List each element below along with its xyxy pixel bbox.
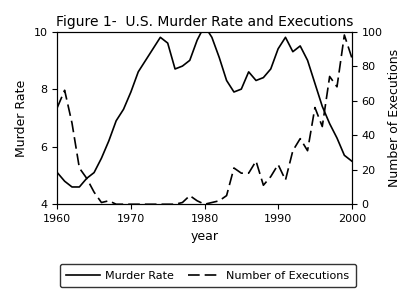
Murder Rate xyxy=(129,90,134,94)
Number of Executions xyxy=(224,194,229,197)
Number of Executions xyxy=(217,199,222,202)
Murder Rate xyxy=(305,59,310,62)
Number of Executions xyxy=(209,201,214,204)
Murder Rate xyxy=(143,59,148,62)
Murder Rate xyxy=(180,64,185,68)
Murder Rate xyxy=(92,171,97,174)
Murder Rate xyxy=(231,90,236,94)
Number of Executions xyxy=(334,85,339,89)
Murder Rate xyxy=(202,24,207,28)
Murder Rate xyxy=(165,41,170,45)
Number of Executions xyxy=(62,89,67,92)
Murder Rate xyxy=(334,136,339,140)
Number of Executions xyxy=(114,202,119,206)
Murder Rate xyxy=(106,139,111,143)
Murder Rate xyxy=(69,185,74,189)
Number of Executions xyxy=(327,75,332,78)
Number of Executions xyxy=(253,159,258,163)
Number of Executions xyxy=(173,202,178,206)
Murder Rate xyxy=(217,56,222,59)
Murder Rate xyxy=(158,36,163,39)
Murder Rate xyxy=(276,47,281,51)
Murder Rate xyxy=(173,67,178,71)
Title: Figure 1-  U.S. Murder Rate and Executions: Figure 1- U.S. Murder Rate and Execution… xyxy=(56,15,353,29)
Number of Executions xyxy=(77,166,82,170)
Number of Executions xyxy=(158,202,163,206)
Number of Executions xyxy=(151,202,156,206)
Murder Rate xyxy=(283,36,288,39)
Number of Executions xyxy=(143,202,148,206)
Number of Executions xyxy=(69,121,74,125)
Number of Executions xyxy=(246,171,251,175)
Murder Rate xyxy=(84,176,89,180)
Murder Rate xyxy=(298,44,303,48)
Number of Executions xyxy=(276,163,281,166)
Murder Rate xyxy=(62,179,67,183)
Murder Rate xyxy=(195,38,200,42)
Number of Executions xyxy=(136,202,141,206)
Number of Executions xyxy=(312,106,317,109)
Murder Rate xyxy=(224,79,229,82)
Number of Executions xyxy=(239,171,244,175)
Murder Rate xyxy=(55,171,60,174)
Murder Rate xyxy=(151,47,156,51)
Murder Rate xyxy=(342,154,347,157)
Number of Executions xyxy=(99,201,104,204)
Number of Executions xyxy=(305,149,310,152)
Number of Executions xyxy=(129,202,134,206)
Number of Executions xyxy=(268,175,273,178)
Number of Executions xyxy=(187,194,192,197)
Y-axis label: Murder Rate: Murder Rate xyxy=(15,79,28,157)
Number of Executions xyxy=(121,202,126,206)
Number of Executions xyxy=(298,137,303,140)
Number of Executions xyxy=(92,190,97,194)
Number of Executions xyxy=(202,202,207,206)
Number of Executions xyxy=(106,199,111,202)
Y-axis label: Number of Executions: Number of Executions xyxy=(388,49,401,187)
Line: Murder Rate: Murder Rate xyxy=(57,26,352,187)
Number of Executions xyxy=(165,202,170,206)
Number of Executions xyxy=(290,149,295,152)
Murder Rate xyxy=(209,36,214,39)
Murder Rate xyxy=(327,122,332,126)
Murder Rate xyxy=(187,59,192,62)
Murder Rate xyxy=(121,107,126,111)
Murder Rate xyxy=(114,119,119,123)
Number of Executions xyxy=(180,201,185,204)
Murder Rate xyxy=(77,185,82,189)
Number of Executions xyxy=(320,125,325,128)
Number of Executions xyxy=(261,184,266,187)
Number of Executions xyxy=(55,106,60,109)
Murder Rate xyxy=(99,156,104,160)
Murder Rate xyxy=(349,159,354,163)
Legend: Murder Rate, Number of Executions: Murder Rate, Number of Executions xyxy=(60,264,356,287)
Number of Executions xyxy=(84,176,89,180)
Murder Rate xyxy=(261,76,266,79)
Number of Executions xyxy=(342,33,347,37)
Number of Executions xyxy=(349,56,354,59)
Murder Rate xyxy=(239,87,244,91)
Murder Rate xyxy=(290,50,295,54)
X-axis label: year: year xyxy=(191,229,218,242)
Number of Executions xyxy=(195,199,200,202)
Murder Rate xyxy=(253,79,258,82)
Number of Executions xyxy=(283,178,288,182)
Line: Number of Executions: Number of Executions xyxy=(57,35,352,204)
Number of Executions xyxy=(231,166,236,170)
Murder Rate xyxy=(320,104,325,108)
Murder Rate xyxy=(312,82,317,85)
Murder Rate xyxy=(246,70,251,74)
Murder Rate xyxy=(268,67,273,71)
Murder Rate xyxy=(136,70,141,74)
